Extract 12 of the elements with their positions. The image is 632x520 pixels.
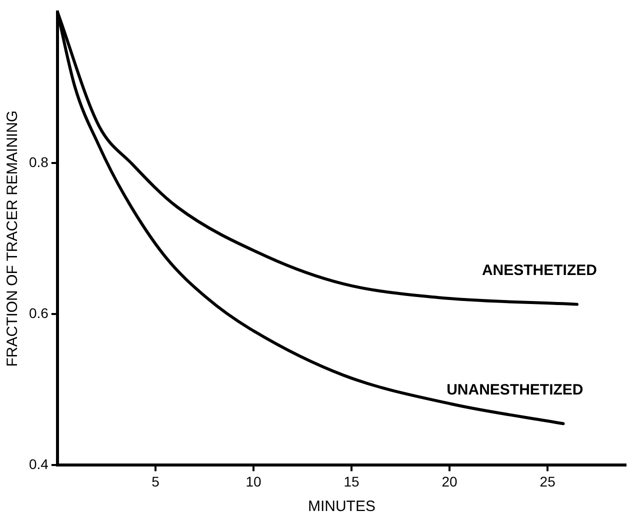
y-tick-label: 0.6	[28, 304, 49, 321]
x-tick-label: 20	[442, 473, 458, 490]
x-tick-label: 5	[152, 473, 160, 490]
y-axis-title: FRACTION OF TRACER REMAINING	[4, 110, 22, 367]
series-label: ANESTHETIZED	[482, 262, 598, 279]
series-label: UNANESTHETIZED	[446, 381, 584, 398]
x-axis-title: MINUTES	[308, 498, 376, 516]
y-tick-label: 0.8	[28, 154, 49, 170]
x-tick-label: 25	[540, 473, 556, 490]
x-tick-label: 15	[344, 473, 360, 490]
x-tick-label: 10	[246, 473, 262, 490]
y-tick-label: 0.4	[28, 456, 49, 472]
